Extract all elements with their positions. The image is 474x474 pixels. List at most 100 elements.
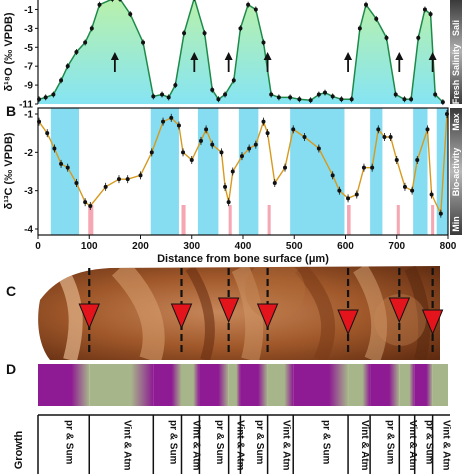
panel-b-point xyxy=(410,188,415,193)
panel-b-series-line xyxy=(38,113,448,217)
panel-b-cyan-band xyxy=(150,108,179,235)
season-label: pr & Sum xyxy=(385,420,396,465)
panel-a-ytick-label: -11 xyxy=(19,100,33,111)
season-segment xyxy=(228,364,241,406)
panel-b-point xyxy=(45,131,50,136)
panel-b-point xyxy=(402,184,407,189)
panel-b-cyan-band xyxy=(370,108,383,235)
panel-a-data-points xyxy=(37,0,445,106)
panel-b-point xyxy=(65,165,70,170)
panel-c-red-marker xyxy=(78,303,100,330)
panel-b-ytick-label: -3 xyxy=(24,186,33,197)
panel-b-line xyxy=(38,113,448,217)
panel-b-point xyxy=(149,150,154,155)
season-labels: pr & Sum Vint & Atm pr & Sum Vint & Atm pr &… xyxy=(37,415,451,474)
panel-a-point xyxy=(51,92,56,97)
salinity-arrow-head xyxy=(344,52,353,60)
panel-a-point xyxy=(357,26,362,31)
panel-b-carbon-chart: B -1 -2 -3 -4 0 100 200 300 400 500 600 700 800 δ¹³… xyxy=(3,103,462,265)
panel-b-ylabel: δ¹³C (‰ VPDB) xyxy=(3,132,15,209)
season-segment xyxy=(181,364,200,406)
panel-c-red-marker xyxy=(256,303,279,330)
panel-b-pink-band xyxy=(228,205,232,235)
panel-a-point xyxy=(428,12,433,17)
season-segment xyxy=(432,364,448,406)
panel-b-point xyxy=(223,184,228,189)
panel-c-red-marker xyxy=(170,303,193,330)
panel-b-xtick-label: 700 xyxy=(388,241,405,252)
panel-a-oxygen-chart: -1 -3 -5 -7 -9 -11 δ¹⁸O (‰ VPDB) Sali Salinit… xyxy=(3,0,462,111)
salinity-arrow-head xyxy=(428,52,437,60)
season-label: pr & Sum xyxy=(254,420,265,465)
panel-b-ytick-label: -2 xyxy=(24,148,33,159)
panel-a-point xyxy=(231,78,236,83)
panel-a-point xyxy=(297,97,302,102)
panel-b-point xyxy=(176,123,181,128)
panel-a-sidebar xyxy=(450,0,462,104)
panel-b-point xyxy=(204,127,209,132)
panel-b-cyan-band xyxy=(197,108,219,235)
panel-a-point xyxy=(223,92,228,97)
panel-a-point xyxy=(238,26,243,31)
season-label: pr & Sum xyxy=(167,420,178,465)
panel-a-point xyxy=(261,40,266,45)
season-segment xyxy=(293,364,349,406)
panel-b-sidebar-bioactivity: Bio-activity xyxy=(451,148,461,197)
panel-b-point xyxy=(330,173,335,178)
panel-a-point xyxy=(422,7,427,12)
panel-a-point xyxy=(89,26,94,31)
panel-b-point xyxy=(116,177,121,182)
season-label: Vint & Atm xyxy=(190,420,201,471)
panel-b-point xyxy=(210,142,215,147)
panel-a-point xyxy=(151,94,156,99)
panel-b-point xyxy=(74,181,79,185)
panel-b-point xyxy=(88,204,93,208)
panel-b-pink-band xyxy=(88,205,94,235)
panel-a-point xyxy=(288,95,293,100)
panel-a-point xyxy=(253,7,258,12)
panel-a-point xyxy=(110,0,115,2)
panel-b-point xyxy=(265,131,270,136)
panel-a-point xyxy=(269,92,274,97)
panel-d-season-bar: D pr & Sum Vint & Atm pr & Sum Vint & Atm pr… xyxy=(6,361,451,474)
panel-a-point xyxy=(83,40,88,45)
panel-a-point xyxy=(173,83,178,88)
panel-a-series-line xyxy=(38,0,444,103)
panel-b-data-points xyxy=(37,110,449,218)
panel-a-ytick-label: -5 xyxy=(24,43,33,54)
panel-a-point xyxy=(246,2,251,7)
panel-a-point xyxy=(182,31,187,36)
panel-a-point xyxy=(402,97,407,102)
panel-b-cyan-band xyxy=(436,108,448,235)
panel-b-xtick-label: 600 xyxy=(337,241,354,252)
panel-a-sidebar-salinity: Salinity xyxy=(451,44,461,76)
panel-b-point xyxy=(103,184,108,189)
panel-b-xtick-label: 300 xyxy=(183,241,200,252)
panel-b-point xyxy=(189,158,194,162)
panel-b-point xyxy=(438,211,443,216)
panel-a-point xyxy=(216,97,221,102)
panel-b-point xyxy=(272,181,277,185)
panel-b-point xyxy=(415,158,420,162)
panel-a-point xyxy=(141,40,146,45)
panel-b-point xyxy=(138,173,143,178)
panel-b-point xyxy=(354,192,359,197)
panel-b-point xyxy=(161,119,166,124)
season-segment xyxy=(240,364,268,406)
panel-a-point xyxy=(59,78,64,83)
season-segment xyxy=(89,364,154,406)
panel-b-cyan-band xyxy=(50,108,79,235)
season-label: pr & Sum xyxy=(321,420,332,465)
panel-b-point xyxy=(382,135,387,139)
panel-a-point xyxy=(43,95,48,100)
panel-a-y-ticks: -1 -3 -5 -7 -9 -11 xyxy=(19,5,38,111)
panel-a-point xyxy=(393,92,398,97)
season-segment xyxy=(153,364,182,406)
panel-b-point xyxy=(169,115,174,120)
panel-b-point xyxy=(125,177,130,182)
panel-b-point xyxy=(429,192,434,197)
panel-b-xtick-label: 200 xyxy=(132,241,149,252)
panel-b-bands xyxy=(50,108,448,235)
season-label: Vint & Atm xyxy=(359,420,370,471)
panel-a-line xyxy=(38,0,444,103)
